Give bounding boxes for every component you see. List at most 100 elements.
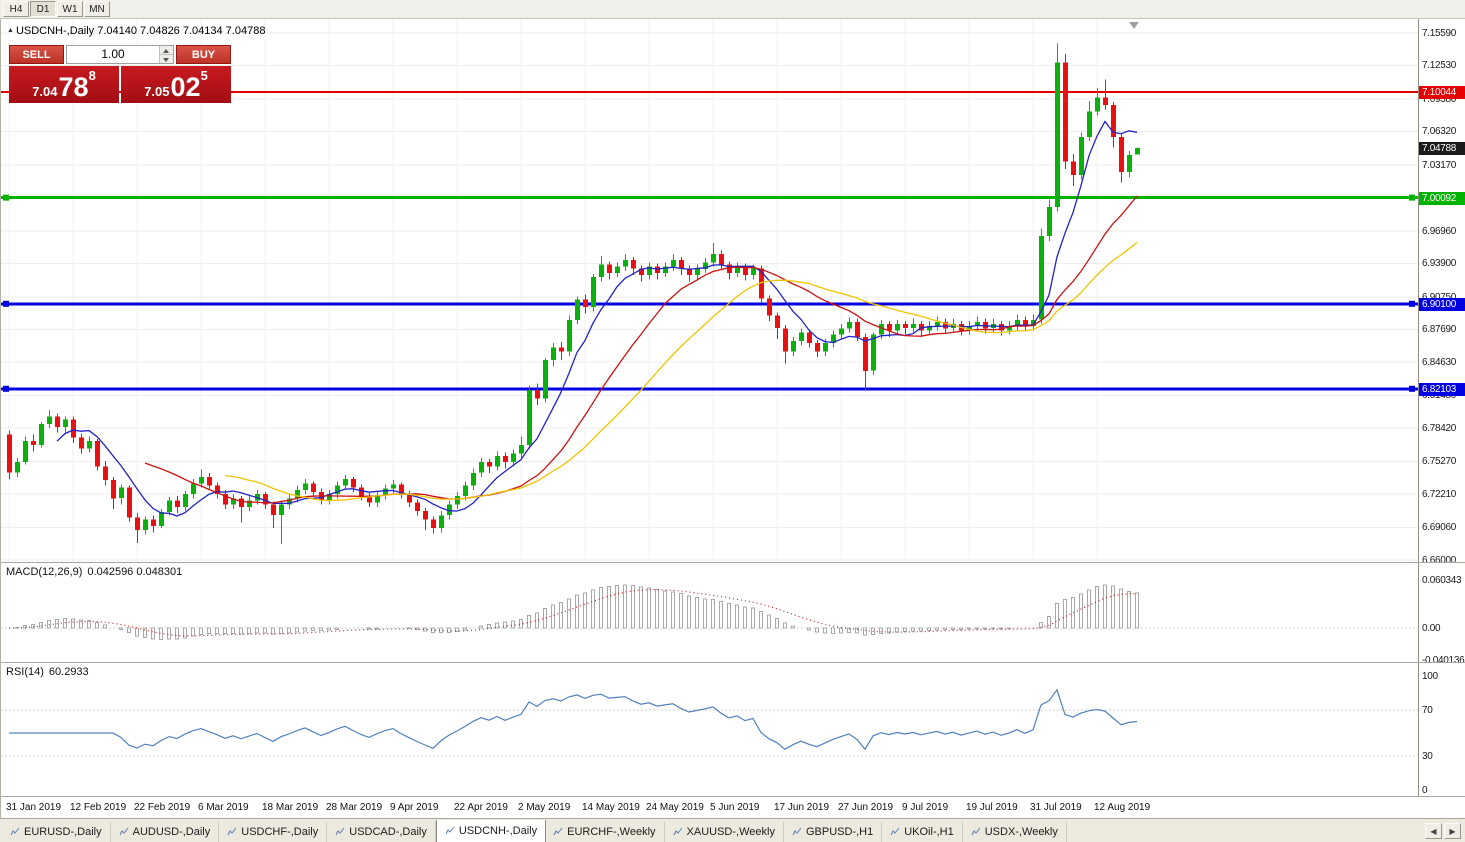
price-tick: 6.84630 [1422,357,1457,368]
chart-tabs: EURUSD-,Daily AUDUSD-,Daily USDCHF-,Daily U… [2,820,1421,842]
date-label: 19 Jul 2019 [966,802,1018,813]
buy-price-base: 7.05 [144,84,170,99]
tab-xauusd-weekly[interactable]: XAUUSD-,Weekly [665,822,784,842]
chart-title: ▲ USDCNH-,Daily 7.04140 7.04826 7.04134 7… [7,25,265,37]
price-tick: 6.96960 [1422,226,1457,237]
date-label: 17 Jun 2019 [774,802,830,813]
tabs-scroll-left-button[interactable]: ◀ [1425,823,1442,839]
line-handle[interactable] [3,300,9,307]
rsi-axis-label: 0 [1422,785,1428,796]
price-tick: 7.09380 [1422,94,1457,105]
tab-label: EURCHF-,Weekly [567,826,656,838]
one-click-trading-panel: SELL 1.00 BUY 7.04 78 8 7.05 02 5 [9,45,231,103]
line-handle[interactable] [1409,300,1415,307]
moving-average-7-line [56,120,1138,517]
chart-shift-marker-icon [1129,22,1139,29]
volume-spinner [159,46,173,63]
chart-window: ▲ USDCNH-,Daily 7.04140 7.04826 7.04134 7… [0,18,1465,818]
price-tick: 6.90750 [1422,292,1456,303]
line-handle[interactable] [3,194,9,201]
tab-navigation: ◀ ▶ [1421,823,1465,842]
volume-increase-icon[interactable] [160,46,173,55]
tab-label: XAUUSD-,Weekly [686,826,775,838]
timeframe-button-h4[interactable]: H4 [3,1,29,17]
volume-value[interactable]: 1.00 [101,47,125,61]
macd-pane[interactable]: MACD(12,26,9) 0.042596 0.048301 [1,563,1418,662]
volume-decrease-icon[interactable] [160,55,173,63]
tab-label: EURUSD-,Daily [24,826,102,838]
timeframe-buttons: H4 D1 W1 MN [3,1,110,17]
tab-label: GBPUSD-,H1 [805,826,874,838]
sell-price-base: 7.04 [32,84,58,99]
sell-price-display[interactable]: 7.04 78 8 [9,66,119,103]
macd-signal-line [8,588,1138,637]
timeframe-button-mn[interactable]: MN [84,1,110,17]
pane-separator[interactable] [1,662,1465,663]
chart-icon [335,827,345,836]
tab-gbpusd-h1[interactable]: GBPUSD-,H1 [784,822,883,842]
hline-price-badge-6.90100: 6.90100 [1419,298,1465,311]
tab-usdcnh-daily[interactable]: USDCNH-,Daily [435,820,547,842]
pane-separator[interactable] [1,562,1465,563]
rsi-line [9,688,1138,751]
date-label: 18 Mar 2019 [262,802,319,813]
tabs-scroll-right-button[interactable]: ▶ [1444,823,1461,839]
macd-chart [1,584,1418,641]
date-label: 31 Jan 2019 [6,802,62,813]
price-tick: 7.03170 [1422,160,1457,171]
chart-icon [119,827,129,836]
tab-label: UKOil-,H1 [904,826,954,838]
price-tick: 7.12530 [1422,60,1457,71]
price-axis[interactable]: 7.155907.125307.093807.063207.031707.001… [1418,18,1465,797]
chart-icon [890,827,900,836]
chart-tab-bar: EURUSD-,Daily AUDUSD-,Daily USDCHF-,Daily U… [0,818,1465,842]
macd-indicator-name: MACD(12,26,9) [6,566,83,578]
timeframe-button-d1[interactable]: D1 [30,1,56,17]
price-tick: 6.69060 [1422,522,1457,533]
volume-field[interactable]: 1.00 [66,45,174,64]
candlesticks [7,43,1140,544]
price-tick: 6.72210 [1422,489,1457,500]
price-chart[interactable] [1,18,1418,562]
tab-usdchf-daily[interactable]: USDCHF-,Daily [219,822,328,842]
chart-icon [445,826,455,835]
rsi-pane[interactable]: RSI(14) 60.2933 [1,663,1418,796]
chart-icon [10,827,20,836]
line-handle[interactable] [3,385,9,392]
date-label: 27 Jun 2019 [838,802,894,813]
tab-usdcad-daily[interactable]: USDCAD-,Daily [327,822,436,842]
rsi-indicator-name: RSI(14) [6,666,44,678]
buy-button[interactable]: BUY [176,45,231,64]
rsi-label: RSI(14) 60.2933 [6,666,89,678]
macd-axis-label: 0.00 [1422,623,1441,634]
timeframe-button-w1[interactable]: W1 [57,1,83,17]
collapse-triangle-icon: ▲ [7,27,14,34]
buy-price-display[interactable]: 7.05 02 5 [121,66,231,103]
chart-icon [553,827,563,836]
sell-button[interactable]: SELL [9,45,64,64]
tab-ukoil-h1[interactable]: UKOil-,H1 [882,822,963,842]
line-handle[interactable] [1409,194,1415,201]
date-label: 12 Aug 2019 [1094,802,1151,813]
current-price-badge: 7.04788 [1419,142,1465,155]
tab-audusd-daily[interactable]: AUDUSD-,Daily [111,822,220,842]
tab-eurchf-weekly[interactable]: EURCHF-,Weekly [545,822,665,842]
one-click-controls-row: SELL 1.00 BUY [9,45,231,64]
one-click-price-row: 7.04 78 8 7.05 02 5 [9,66,231,103]
line-handle[interactable] [1409,385,1415,392]
price-tick: 6.66000 [1422,555,1457,566]
price-tick: 6.78420 [1422,423,1457,434]
date-label: 9 Jul 2019 [902,802,949,813]
date-label: 22 Feb 2019 [134,802,191,813]
date-label: 5 Jun 2019 [710,802,760,813]
macd-histogram [15,584,1139,641]
date-axis: 31 Jan 2019 12 Feb 2019 22 Feb 2019 6 Mar 2… [1,797,1465,818]
chart-icon [673,827,682,836]
tab-usdx-weekly[interactable]: USDX-,Weekly [963,822,1067,842]
main-chart-pane[interactable]: ▲ USDCNH-,Daily 7.04140 7.04826 7.04134 7… [1,18,1418,562]
chart-title-text: USDCNH-,Daily 7.04140 7.04826 7.04134 7.… [15,25,266,37]
macd-axis-label: 0.060343 [1422,575,1462,586]
tab-eurusd-daily[interactable]: EURUSD-,Daily [2,822,111,842]
chart-icon [792,827,802,836]
rsi-chart [1,688,1418,757]
